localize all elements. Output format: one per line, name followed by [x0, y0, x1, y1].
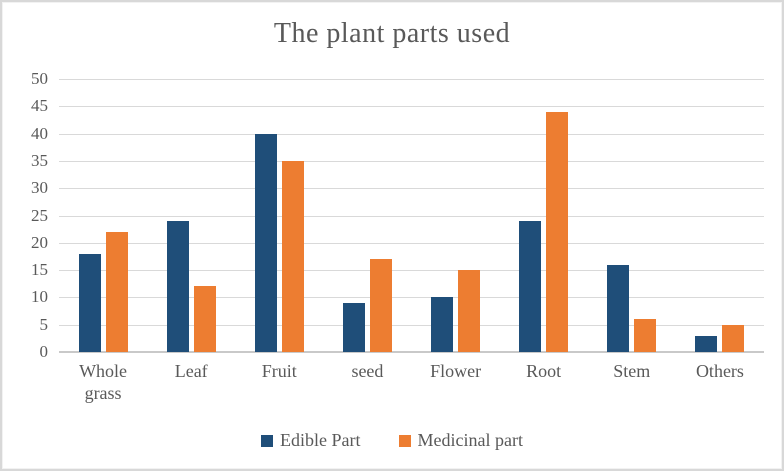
chart-title: The plant parts used: [273, 18, 511, 49]
y-tick-label: 40: [31, 123, 48, 143]
x-axis-line: [59, 351, 764, 353]
bar-edible-part: [519, 220, 542, 352]
x-axis-label: Stem: [613, 361, 651, 381]
gridline: [59, 215, 764, 217]
bar-medicinal-part: [634, 319, 657, 352]
legend-swatch-icon: [261, 434, 274, 447]
legend-label: Edible Part: [280, 430, 361, 450]
bar-edible-part: [342, 302, 365, 352]
bar-edible-part: [607, 264, 630, 352]
x-axis-label: Others: [695, 361, 744, 381]
gridline: [59, 270, 764, 272]
legend-item-medicinal-part: Medicinal part: [398, 430, 523, 451]
bar-medicinal-part: [193, 286, 216, 352]
y-tick-label: 5: [39, 314, 49, 334]
plot-area: [59, 79, 764, 353]
bar-edible-part: [78, 253, 101, 352]
x-axis-label: Leaf: [174, 361, 208, 381]
y-tick-label: 45: [31, 96, 48, 116]
y-tick-label: 15: [31, 260, 48, 280]
bar-medicinal-part: [281, 160, 304, 352]
x-axis-label: Root: [526, 361, 562, 381]
x-axis-label: Fruit: [261, 361, 297, 381]
bar-edible-part: [695, 335, 718, 352]
x-axis-labels: Whole grass Leaf Fruit seed Flower Root Stem Ot…: [59, 361, 764, 405]
bar-group-others: [676, 79, 764, 352]
y-tick-label: 20: [31, 232, 48, 252]
bar-medicinal-part: [722, 324, 745, 352]
gridline: [59, 297, 764, 299]
bar-group-root: [500, 79, 588, 352]
legend-label: Medicinal part: [417, 430, 523, 450]
gridline: [59, 133, 764, 135]
gridline: [59, 79, 764, 80]
bar-medicinal-part: [546, 111, 569, 352]
y-tick-label: 0: [39, 342, 49, 361]
y-tick-label: 30: [31, 178, 48, 198]
x-axis-label: seed: [351, 361, 384, 381]
bar-group-flower: [412, 79, 500, 352]
y-tick-label: 25: [31, 205, 48, 225]
bar-medicinal-part: [369, 259, 392, 352]
bar-group-fruit: [235, 79, 323, 352]
bar-medicinal-part: [105, 231, 128, 352]
y-tick-label: 10: [31, 287, 48, 307]
gridline: [59, 188, 764, 190]
x-axis-label: Flower: [430, 361, 482, 381]
bar-edible-part: [254, 133, 277, 352]
bar-edible-part: [431, 297, 454, 352]
bar-group-stem: [588, 79, 676, 352]
legend: Edible Part Medicinal part: [2, 430, 782, 451]
y-tick-label: 50: [31, 69, 48, 88]
bar-groups: [59, 79, 764, 352]
legend-swatch-icon: [398, 434, 411, 447]
bar-edible-part: [166, 220, 189, 352]
bar-group-seed: [323, 79, 411, 352]
gridline: [59, 242, 764, 244]
bar-group-leaf: [147, 79, 235, 352]
gridline: [59, 106, 764, 108]
y-axis: 0 5 10 15 20 25 30 35 40 45 50: [2, 69, 49, 361]
gridline: [59, 324, 764, 326]
legend-item-edible-part: Edible Part: [261, 430, 361, 451]
bar-medicinal-part: [458, 270, 481, 352]
y-tick-label: 35: [31, 150, 48, 170]
x-axis-label: Whole grass: [79, 361, 128, 403]
bar-group-whole-grass: [59, 79, 147, 352]
gridline: [59, 160, 764, 162]
